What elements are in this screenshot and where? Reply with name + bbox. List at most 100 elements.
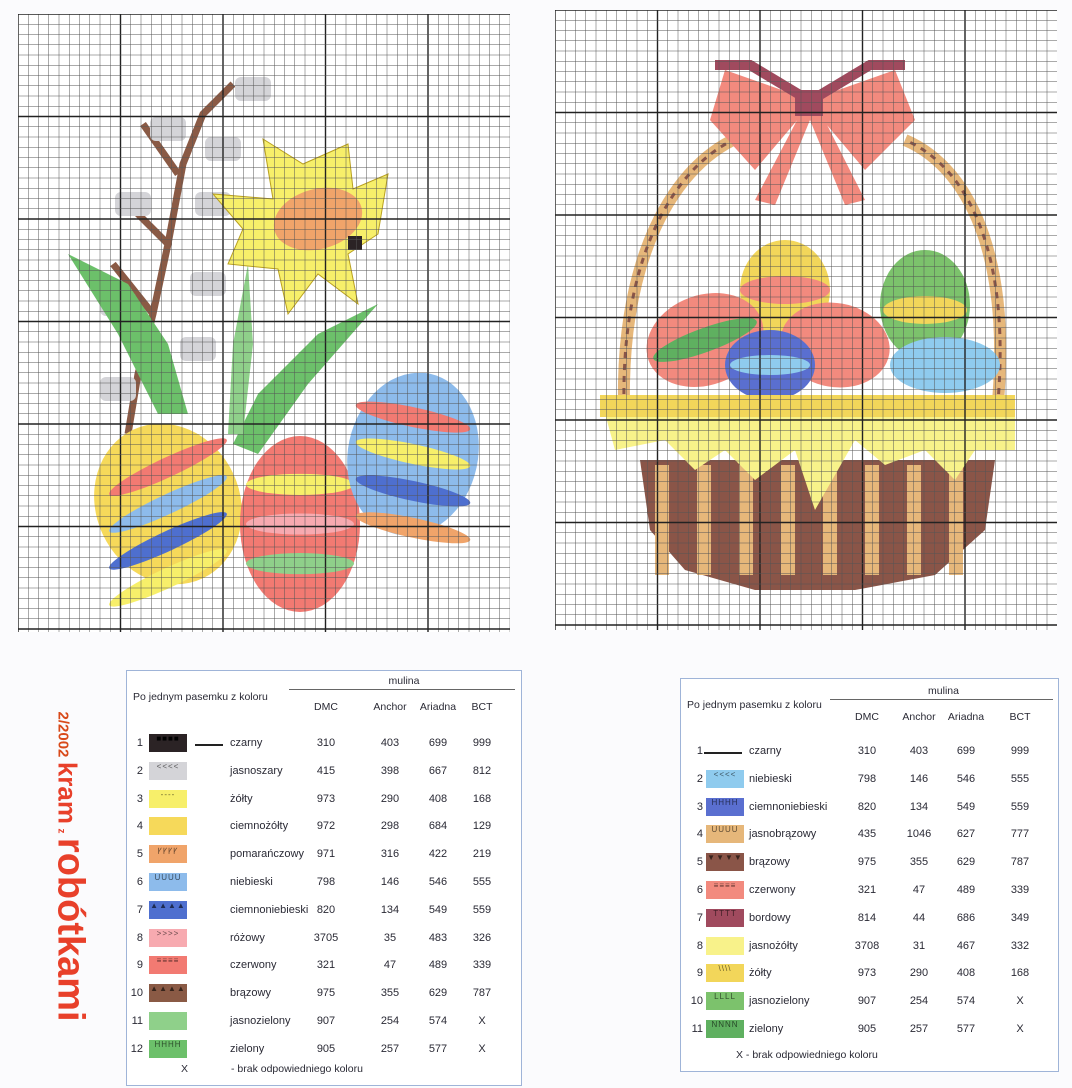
- color-name: czarny: [749, 745, 782, 757]
- thread-anchor: 47: [912, 884, 926, 896]
- thread-ariadna: 684: [428, 820, 448, 833]
- stitch-grid: [18, 14, 510, 632]
- thread-bct: 812: [472, 764, 492, 777]
- legend-row: 2 <<<< niebieski 798 146 546 555: [681, 769, 1058, 793]
- thread-anchor: 403: [380, 737, 400, 749]
- color-name: ciemnożółty: [230, 820, 289, 833]
- thread-dmc: 798: [316, 876, 336, 888]
- color-name: niebieski: [230, 876, 273, 888]
- legend-row: 4 UUUU jasnobrązowy 435 1046 627 777: [681, 824, 1058, 848]
- color-swatch: [149, 817, 187, 836]
- basket-weave: [823, 465, 837, 575]
- egg-stripe: [355, 438, 471, 470]
- egg-stripe: [355, 401, 471, 433]
- thread-dmc: 905: [316, 1042, 336, 1055]
- color-name: bordowy: [749, 911, 791, 924]
- thread-dmc: 973: [316, 792, 336, 805]
- willow-bud: [190, 272, 226, 296]
- thread-ariadna: 549: [428, 903, 448, 916]
- thread-anchor: 254: [380, 1015, 400, 1027]
- row-number: 7: [696, 911, 703, 924]
- issue-number: 2/2002: [54, 711, 72, 758]
- thread-ariadna: 577: [956, 1023, 976, 1035]
- color-name: żółty: [230, 792, 253, 805]
- column-header: BCT: [471, 701, 493, 713]
- thread-ariadna: 629: [428, 987, 448, 1000]
- basket-cloth: [600, 395, 1015, 510]
- row-number: 10: [690, 995, 703, 1008]
- egg-stripe: [883, 296, 967, 324]
- column-header: Ariadna: [419, 701, 457, 713]
- color-swatch: UUUU: [706, 825, 744, 844]
- legend-row: 10 ▲▲▲▲ brązowy 975 355 629 787: [127, 983, 521, 1007]
- row-number: 6: [136, 876, 143, 888]
- thread-bct: 168: [472, 792, 492, 805]
- thread-bct: 787: [1010, 856, 1030, 869]
- thread-dmc: 907: [857, 995, 877, 1008]
- egg-stripe: [246, 513, 354, 535]
- color-name: brązowy: [749, 856, 790, 869]
- color-name: pomarańczowy: [230, 848, 304, 861]
- basket-cloth-rim: [600, 395, 1015, 417]
- legend-row: 8 jasnożółty 3708 31 467 332: [681, 936, 1058, 960]
- thread-bct: 559: [1010, 800, 1030, 813]
- thread-bct: 219: [472, 848, 492, 861]
- easter-egg: [890, 337, 1000, 393]
- color-key-left: Po jednym pasemku z koloru mulina DMC Ancho…: [126, 670, 522, 1086]
- color-swatch: LLLL: [706, 992, 744, 1011]
- row-number: 3: [696, 800, 703, 813]
- color-swatch: ■■■■: [149, 734, 187, 752]
- cross-stitch-pattern-left: [18, 14, 510, 632]
- thread-anchor: 355: [909, 856, 929, 869]
- thread-anchor: 146: [909, 772, 929, 785]
- legend-row: 5 ▼▼▼▼ brązowy 975 355 629 787: [681, 852, 1058, 876]
- thread-dmc: 310: [857, 745, 877, 757]
- basket-weave: [781, 465, 795, 575]
- column-header: Ariadna: [947, 711, 985, 723]
- thread-bct: 787: [472, 987, 492, 1000]
- color-name: różowy: [230, 931, 265, 944]
- legend-row: 11 NNNN zielony 905 257 577 X: [681, 1019, 1058, 1043]
- legend-row: 12 HHHH zielony 905 257 577 X: [127, 1039, 521, 1063]
- thread-bct: 168: [1010, 967, 1030, 980]
- legend-row: 11 jasnozielony 907 254 574 X: [127, 1011, 521, 1035]
- color-swatch: ▲▲▲▲: [149, 984, 187, 1003]
- egg-stripe: [246, 473, 354, 495]
- thread-ariadna: 629: [956, 856, 976, 869]
- thread-bct: 349: [1010, 911, 1030, 924]
- color-swatch: ≡≡≡≡: [706, 881, 744, 899]
- column-header: Anchor: [902, 711, 936, 723]
- column-header: Anchor: [373, 701, 407, 713]
- thread-anchor: 298: [380, 820, 400, 833]
- thread-dmc: 820: [857, 800, 877, 813]
- thread-ariadna: 483: [428, 931, 448, 944]
- thread-dmc: 905: [857, 1023, 877, 1035]
- column-header: DMC: [314, 701, 338, 713]
- thread-anchor: 257: [380, 1042, 400, 1055]
- legend-row: 6 ≡≡≡≡ czerwony 321 47 489 339: [681, 880, 1058, 904]
- thread-dmc: 3708: [854, 939, 880, 952]
- bow-tails: [755, 105, 865, 205]
- thread-ariadna: 422: [428, 848, 448, 861]
- color-swatch: UUUU: [149, 873, 187, 891]
- thread-ariadna: 489: [956, 884, 976, 896]
- legend-row: 9 ≡≡≡≡ czerwony 321 47 489 339: [127, 955, 521, 979]
- legend-header-rule: [289, 689, 515, 690]
- footnote: - brak odpowiedniego koloru: [231, 1063, 363, 1075]
- color-swatch: HHHH: [149, 1039, 187, 1058]
- row-number: 8: [136, 931, 143, 944]
- thread-bct: X: [1016, 1023, 1024, 1035]
- thread-dmc: 321: [857, 884, 877, 896]
- row-number: 9: [696, 967, 703, 980]
- legend-group-label: mulina: [388, 675, 420, 687]
- willow-bud: [115, 192, 151, 216]
- thread-dmc: 310: [316, 737, 336, 749]
- row-number: 11: [131, 1015, 143, 1027]
- color-swatch: ≡≡≡≡: [149, 956, 187, 975]
- column-header: DMC: [855, 711, 879, 723]
- title-word-kram: kram: [52, 761, 83, 824]
- row-number: 2: [696, 772, 703, 785]
- thread-anchor: 316: [380, 848, 400, 861]
- color-swatch: >>>>: [149, 928, 187, 947]
- willow-bud: [180, 337, 216, 361]
